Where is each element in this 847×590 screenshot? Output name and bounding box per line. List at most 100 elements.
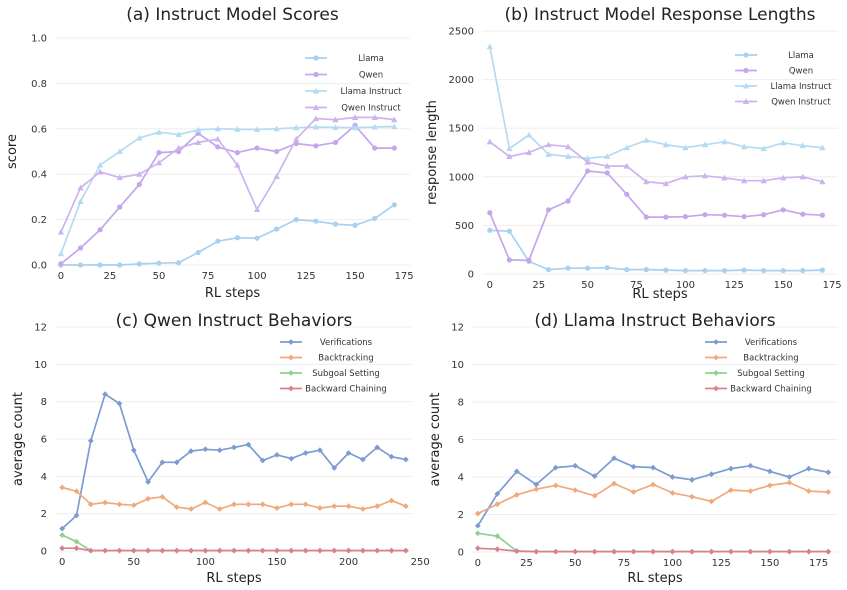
x-tick-label: 150	[760, 558, 779, 569]
legend-label: Backward Chaining	[730, 385, 812, 395]
data-point	[591, 473, 598, 479]
data-point	[572, 462, 579, 469]
data-point	[565, 265, 571, 271]
series-line	[489, 141, 823, 185]
data-point	[708, 471, 715, 478]
y-tick-label: 8	[458, 398, 464, 409]
y-tick-label: 6	[458, 435, 464, 446]
data-point	[215, 238, 221, 244]
data-point	[766, 482, 773, 489]
data-point	[202, 547, 209, 554]
data-point	[345, 450, 352, 456]
x-tick-label: 50	[127, 557, 140, 568]
data-point	[624, 191, 630, 197]
legend-marker	[742, 98, 750, 105]
legend-marker	[713, 370, 719, 376]
data-point	[643, 267, 649, 273]
data-point	[57, 228, 65, 235]
data-point	[59, 532, 66, 539]
x-tick-label: 100	[196, 557, 215, 568]
data-point	[825, 469, 832, 476]
data-point	[274, 547, 280, 554]
data-point	[526, 257, 532, 263]
data-point	[585, 265, 591, 271]
x-tick-label: 125	[712, 558, 731, 569]
legend-marker	[288, 354, 294, 361]
data-point	[388, 547, 395, 554]
data-point	[156, 150, 162, 156]
data-point	[402, 503, 409, 510]
data-point	[552, 548, 559, 555]
data-point	[231, 501, 237, 508]
data-point	[402, 456, 409, 463]
x-tick-label: 150	[346, 271, 365, 282]
data-point	[486, 43, 494, 50]
data-point	[630, 463, 637, 470]
x-tick-label: 175	[395, 271, 414, 282]
data-point	[102, 547, 109, 554]
legend-label: Backtracking	[318, 354, 373, 364]
data-point	[747, 462, 754, 469]
data-point	[77, 198, 84, 204]
data-point	[234, 161, 241, 168]
y-tick-label: 6	[41, 435, 47, 446]
data-point	[611, 548, 618, 555]
data-point	[97, 262, 103, 268]
x-tick-label: 175	[809, 558, 828, 569]
y-tick-label: 1000	[449, 172, 474, 183]
data-point	[663, 267, 669, 273]
data-point	[274, 505, 280, 511]
data-point	[302, 501, 309, 508]
data-point	[77, 262, 84, 268]
data-point	[302, 547, 309, 554]
data-point	[545, 267, 552, 273]
data-point	[73, 512, 80, 519]
data-point	[805, 548, 812, 555]
data-point	[288, 501, 295, 508]
series-llama	[58, 202, 397, 268]
legend-label: Llama Instruct	[340, 87, 402, 97]
data-point	[102, 499, 109, 506]
x-tick-label: 50	[569, 558, 582, 569]
data-point	[819, 178, 826, 185]
data-point	[175, 260, 182, 266]
data-point	[702, 267, 708, 274]
y-tick-label: 12	[34, 323, 47, 334]
data-point	[565, 198, 571, 204]
legend: Llama Qwen Llama Instruct Qwen Instruct	[735, 51, 832, 108]
data-point	[234, 150, 241, 156]
data-point	[761, 212, 767, 218]
data-point	[245, 547, 252, 554]
legend-marker	[713, 339, 719, 345]
data-point	[273, 125, 280, 132]
series-line	[489, 229, 823, 272]
data-point	[313, 218, 319, 224]
data-point	[214, 125, 221, 132]
legend-marker	[743, 52, 749, 58]
data-point	[805, 488, 812, 494]
data-point	[740, 177, 748, 184]
x-tick-label: 50	[581, 280, 594, 291]
legend-marker	[288, 385, 294, 392]
data-point	[312, 115, 320, 122]
data-point	[293, 217, 299, 223]
data-point	[545, 207, 552, 213]
y-axis-label: score	[5, 134, 20, 169]
legend-label: Qwen	[359, 71, 383, 81]
chart-title: (c) Qwen Instruct Behaviors	[116, 311, 353, 331]
data-point	[145, 495, 151, 502]
data-point	[494, 533, 501, 539]
data-point	[359, 456, 366, 463]
data-point	[728, 487, 734, 494]
data-point	[721, 267, 728, 274]
data-point	[721, 138, 728, 145]
data-point	[662, 180, 670, 187]
data-point	[682, 214, 689, 220]
legend-marker	[312, 104, 320, 111]
data-point	[159, 493, 166, 500]
chart-title: (d) Llama Instruct Behaviors	[534, 311, 775, 331]
data-point	[274, 451, 280, 458]
series-llama-instruct	[486, 43, 826, 161]
y-tick-label: 0.2	[31, 215, 47, 226]
data-point	[487, 227, 493, 233]
